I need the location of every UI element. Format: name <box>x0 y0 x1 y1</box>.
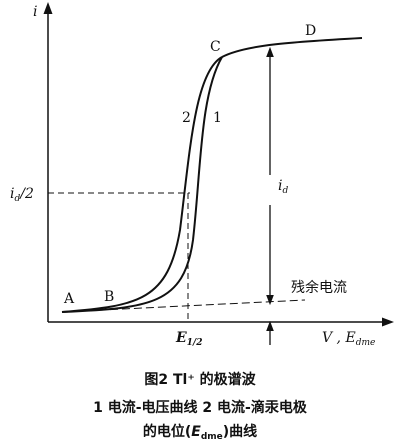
caption-line: 的电位(Edme)曲线 <box>143 423 257 442</box>
caption-part: 的电位( <box>143 423 191 440</box>
x-axis-label: V , Edme <box>322 330 375 348</box>
label-base: i <box>10 186 14 202</box>
plateau <box>221 37 363 58</box>
caption-part: E <box>191 424 201 440</box>
curve-2 <box>61 56 223 313</box>
label-sub: dme <box>356 338 376 348</box>
point-label: C <box>210 39 221 55</box>
caption-line: 1 电流-电压曲线 2 电流-滴汞电极 <box>93 399 308 416</box>
caption-title: 图2 Tl⁺ 的极谱波 <box>144 371 256 388</box>
half-current-label: id/2 <box>10 186 34 204</box>
label-rest: /2 <box>18 186 34 202</box>
residual-current-label: 残余电流 <box>291 279 347 296</box>
half-wave-label: E1/2 <box>175 330 202 348</box>
point-label: A <box>63 291 75 307</box>
diffusion-current-label: id <box>278 178 288 196</box>
curve-label: 2 <box>182 110 191 126</box>
label-base: E <box>175 330 187 346</box>
point-label: D <box>305 23 316 39</box>
label-sub: 1/2 <box>187 338 203 348</box>
label-sub: d <box>14 194 20 204</box>
y-axis-label: i <box>33 4 37 20</box>
curve-1 <box>61 56 223 313</box>
caption-part: )曲线 <box>223 423 257 440</box>
label-base: i <box>278 178 282 194</box>
label-sub: d <box>282 186 288 196</box>
label-base: V , E <box>322 330 356 346</box>
caption-part: dme <box>201 432 223 442</box>
point-label: B <box>104 289 114 305</box>
curve-label: 1 <box>213 110 222 126</box>
